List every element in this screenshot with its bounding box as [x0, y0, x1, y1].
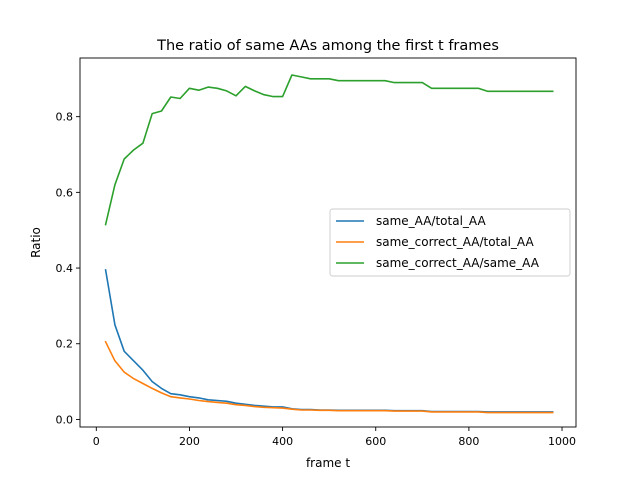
chart-title: The ratio of same AAs among the first t …	[156, 38, 499, 54]
x-axis: 0 200 400 600 800 1000	[93, 427, 576, 448]
legend-label: same_correct_AA/same_AA	[376, 256, 540, 270]
series-layer	[104, 74, 554, 414]
series-line-3	[104, 74, 554, 226]
legend-label: same_AA/total_AA	[376, 214, 486, 228]
y-axis: 0.0 0.2 0.4 0.6 0.8	[56, 111, 80, 426]
x-axis-label: frame t	[306, 456, 350, 470]
x-tick-label: 600	[365, 435, 386, 448]
legend: same_AA/total_AA same_correct_AA/total_AA…	[329, 208, 571, 277]
x-tick-label: 200	[179, 435, 200, 448]
x-tick-label: 400	[272, 435, 293, 448]
series-line-2	[104, 340, 554, 414]
y-tick-label: 0.6	[56, 186, 74, 199]
y-tick-label: 0.2	[56, 338, 74, 351]
y-tick-label: 0.0	[56, 413, 74, 426]
axes-frame	[79, 57, 577, 428]
x-tick-label: 1000	[548, 435, 576, 448]
x-tick-label: 800	[458, 435, 479, 448]
y-tick-label: 0.4	[56, 262, 74, 275]
legend-label: same_correct_AA/total_AA	[376, 235, 534, 249]
y-tick-label: 0.8	[56, 111, 74, 124]
x-tick-label: 0	[93, 435, 100, 448]
legend-box	[329, 208, 571, 277]
y-axis-label: Ratio	[29, 227, 43, 258]
